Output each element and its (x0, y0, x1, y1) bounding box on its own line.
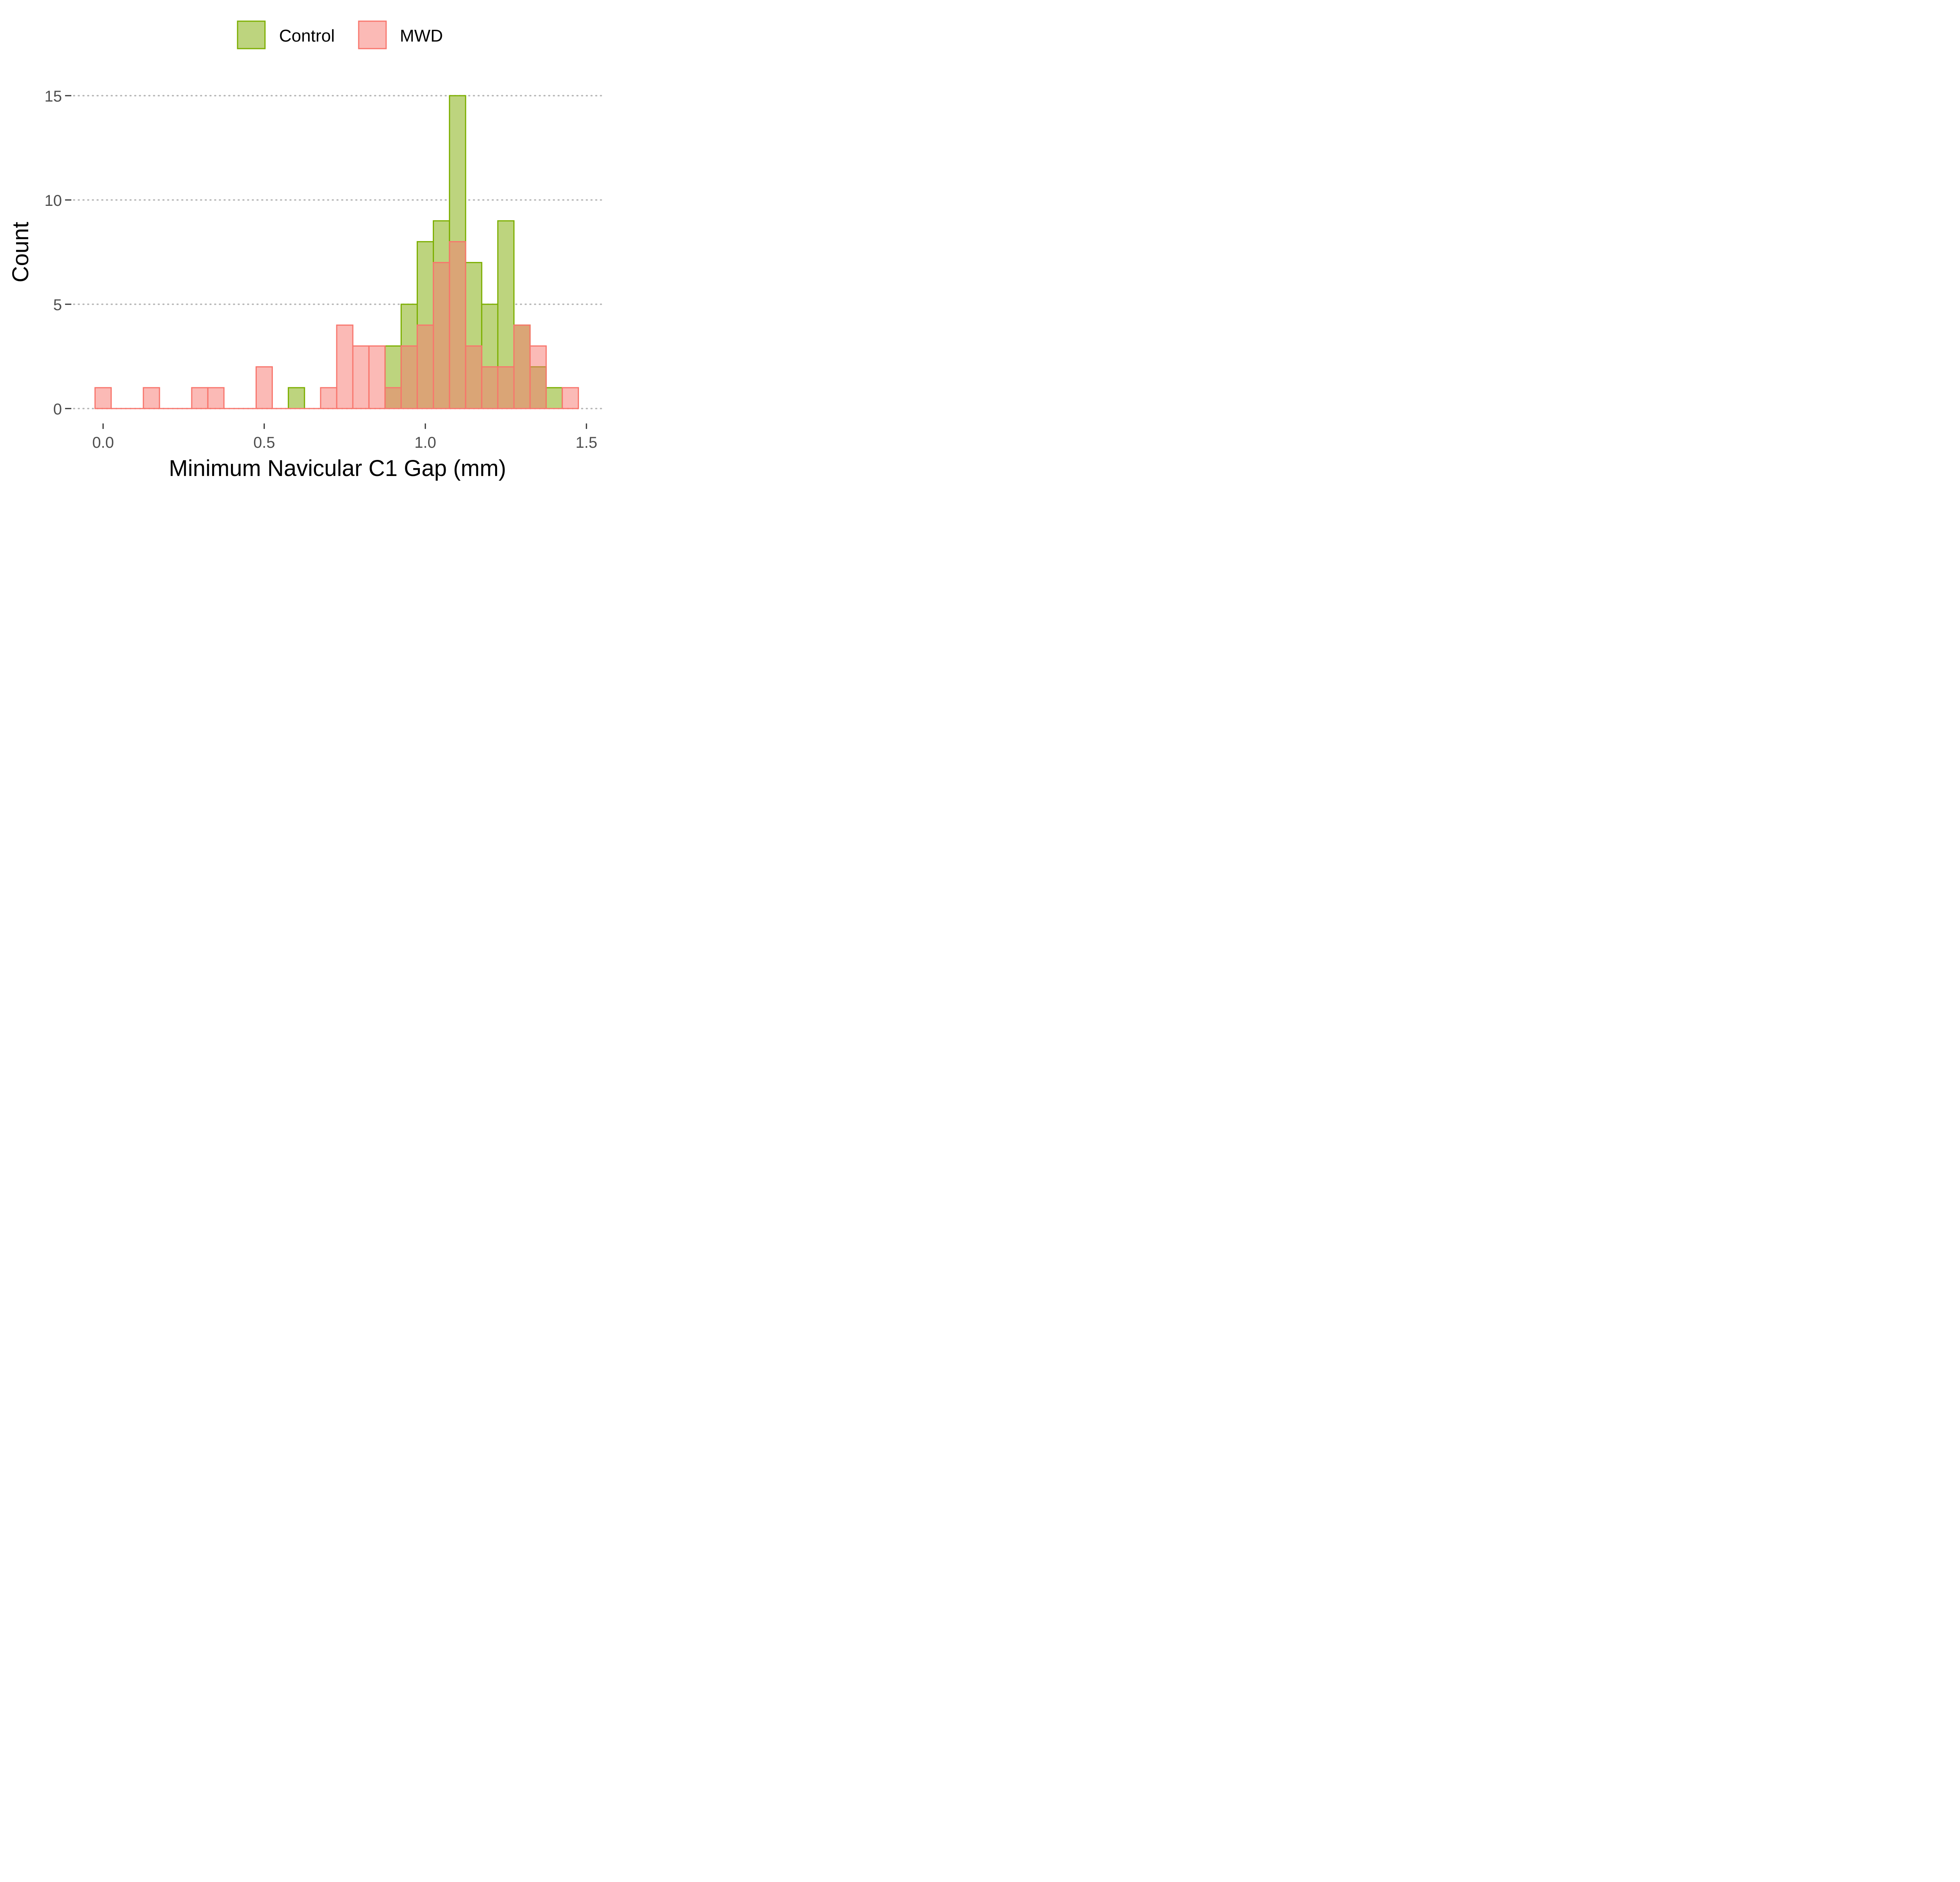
y-tick-label: 10 (45, 192, 62, 209)
bar-mwd-6 (191, 387, 209, 409)
bar-mwd-14 (320, 387, 338, 409)
legend-key-control (237, 20, 266, 49)
x-tick-label: 0.0 (92, 434, 114, 451)
axes: 0 5 10 15 0.0 0.5 1.0 1.5 (45, 88, 597, 451)
bar-mwd-0 (94, 387, 112, 409)
x-tick-label: 0.5 (253, 434, 275, 451)
bar-mwd-18 (384, 387, 402, 409)
y-tick-label: 0 (53, 401, 62, 418)
bar-mwd-20 (416, 324, 434, 409)
bar-control-28 (545, 387, 563, 409)
x-tick-label: 1.0 (414, 434, 436, 451)
y-axis-title: Count (8, 222, 33, 283)
bar-mwd-3 (143, 387, 160, 409)
histogram-chart: 0 5 10 15 0.0 0.5 1.0 1.5 Control MWD Minimum N… (8, 20, 604, 481)
bar-mwd-22 (449, 241, 466, 409)
bar-mwd-24 (481, 366, 499, 409)
bar-mwd-16 (352, 345, 370, 409)
bar-mwd-15 (336, 324, 354, 409)
bar-mwd-26 (513, 324, 531, 409)
y-tick-label: 5 (53, 296, 62, 314)
bar-mwd-25 (497, 366, 515, 409)
legend-label-mwd: MWD (400, 26, 443, 45)
bar-mwd-19 (400, 345, 418, 409)
bar-mwd-27 (529, 345, 547, 409)
bar-mwd-7 (207, 387, 225, 409)
bar-control-12 (288, 387, 305, 409)
bar-mwd-10 (255, 366, 273, 409)
legend-label-control: Control (279, 26, 335, 45)
x-axis-title: Minimum Navicular C1 Gap (mm) (169, 456, 506, 481)
bar-mwd-21 (433, 262, 450, 409)
legend: Control MWD (237, 20, 443, 49)
legend-key-mwd (358, 20, 387, 49)
y-tick-label: 15 (45, 88, 62, 105)
bar-mwd-23 (465, 345, 483, 409)
bar-mwd-17 (368, 345, 386, 409)
mwd-series (94, 241, 579, 409)
x-tick-label: 1.5 (575, 434, 597, 451)
bar-mwd-29 (561, 387, 579, 409)
